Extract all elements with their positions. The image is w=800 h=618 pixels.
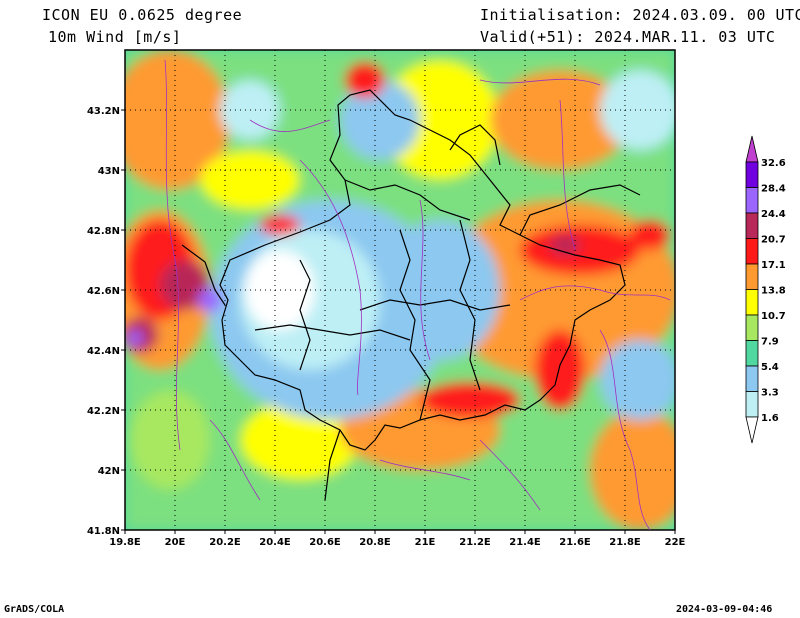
colorbar-label: 20.7 xyxy=(761,235,786,246)
colorbar-segment xyxy=(745,212,759,239)
x-tick-label: 21.4E xyxy=(509,537,541,548)
y-tick-label: 42.8N xyxy=(87,226,120,237)
country-borders xyxy=(181,89,641,501)
y-tick-label: 42.6N xyxy=(87,286,120,297)
y-tick-label: 43.2N xyxy=(87,106,120,117)
init-time: Initialisation: 2024.03.09. 00 UTC xyxy=(480,6,800,24)
colorbar-segment xyxy=(745,391,759,418)
colorbar-label: 7.9 xyxy=(761,337,779,348)
x-tick-label: 20.2E xyxy=(209,537,241,548)
render-timestamp: 2024-03-09-04:46 xyxy=(676,604,773,615)
x-tick-label: 20.8E xyxy=(359,537,391,548)
colorbar-segment xyxy=(745,365,759,392)
x-tick-label: 22E xyxy=(665,537,686,548)
colorbar-label: 17.1 xyxy=(761,260,786,271)
valid-time: Valid(+51): 2024.MAR.11. 03 UTC xyxy=(480,28,776,46)
x-tick-label: 21.8E xyxy=(609,537,641,548)
y-tick-label: 43N xyxy=(98,166,120,177)
colorbar-segment xyxy=(745,314,759,341)
x-tick-label: 20.6E xyxy=(309,537,341,548)
colorbar-segment xyxy=(745,187,759,214)
colorbar-max-triangle xyxy=(745,135,759,163)
colorbar-segment xyxy=(745,161,759,188)
model-title: ICON EU 0.0625 degree xyxy=(42,6,243,24)
colorbar-label: 13.8 xyxy=(761,286,786,297)
colorbar-segment xyxy=(745,289,759,316)
streamlines xyxy=(164,59,671,530)
field-title: 10m Wind [m/s] xyxy=(48,28,182,46)
x-axis: 19.8E 20E 20.2E 20.4E 20.6E 20.8E 21E 21.2E 21.4… xyxy=(109,530,686,548)
colorbar-label: 3.3 xyxy=(761,388,779,399)
colorbar-label: 28.4 xyxy=(761,184,786,195)
colorbar-segment xyxy=(745,340,759,367)
colorbar-segment xyxy=(745,263,759,290)
colorbar-min-triangle xyxy=(745,416,759,444)
x-tick-label: 21.2E xyxy=(459,537,491,548)
y-axis: 43.2N 43N 42.8N 42.6N 42.4N 42.2N 42N 41.8N xyxy=(87,106,125,537)
credit-label: GrADS/COLA xyxy=(4,604,65,615)
colorbar-label: 1.6 xyxy=(761,413,779,424)
colorbar-label: 24.4 xyxy=(761,209,786,220)
colorbar-segment xyxy=(745,238,759,265)
x-tick-label: 19.8E xyxy=(109,537,141,548)
y-tick-label: 42.2N xyxy=(87,406,120,417)
y-tick-label: 41.8N xyxy=(87,526,120,537)
colorbar: 1.6 3.3 5.4 7.9 10.7 13.8 17.1 20.7 24.4 28.4 32.6 xyxy=(745,135,786,444)
x-tick-label: 21.6E xyxy=(559,537,591,548)
colorbar-label: 32.6 xyxy=(761,158,786,169)
colorbar-label: 10.7 xyxy=(761,311,786,322)
y-tick-label: 42.4N xyxy=(87,346,120,357)
x-tick-label: 21E xyxy=(415,537,436,548)
y-tick-label: 42N xyxy=(98,466,120,477)
x-tick-label: 20E xyxy=(165,537,186,548)
x-tick-label: 20.4E xyxy=(259,537,291,548)
colorbar-label: 5.4 xyxy=(761,362,779,373)
